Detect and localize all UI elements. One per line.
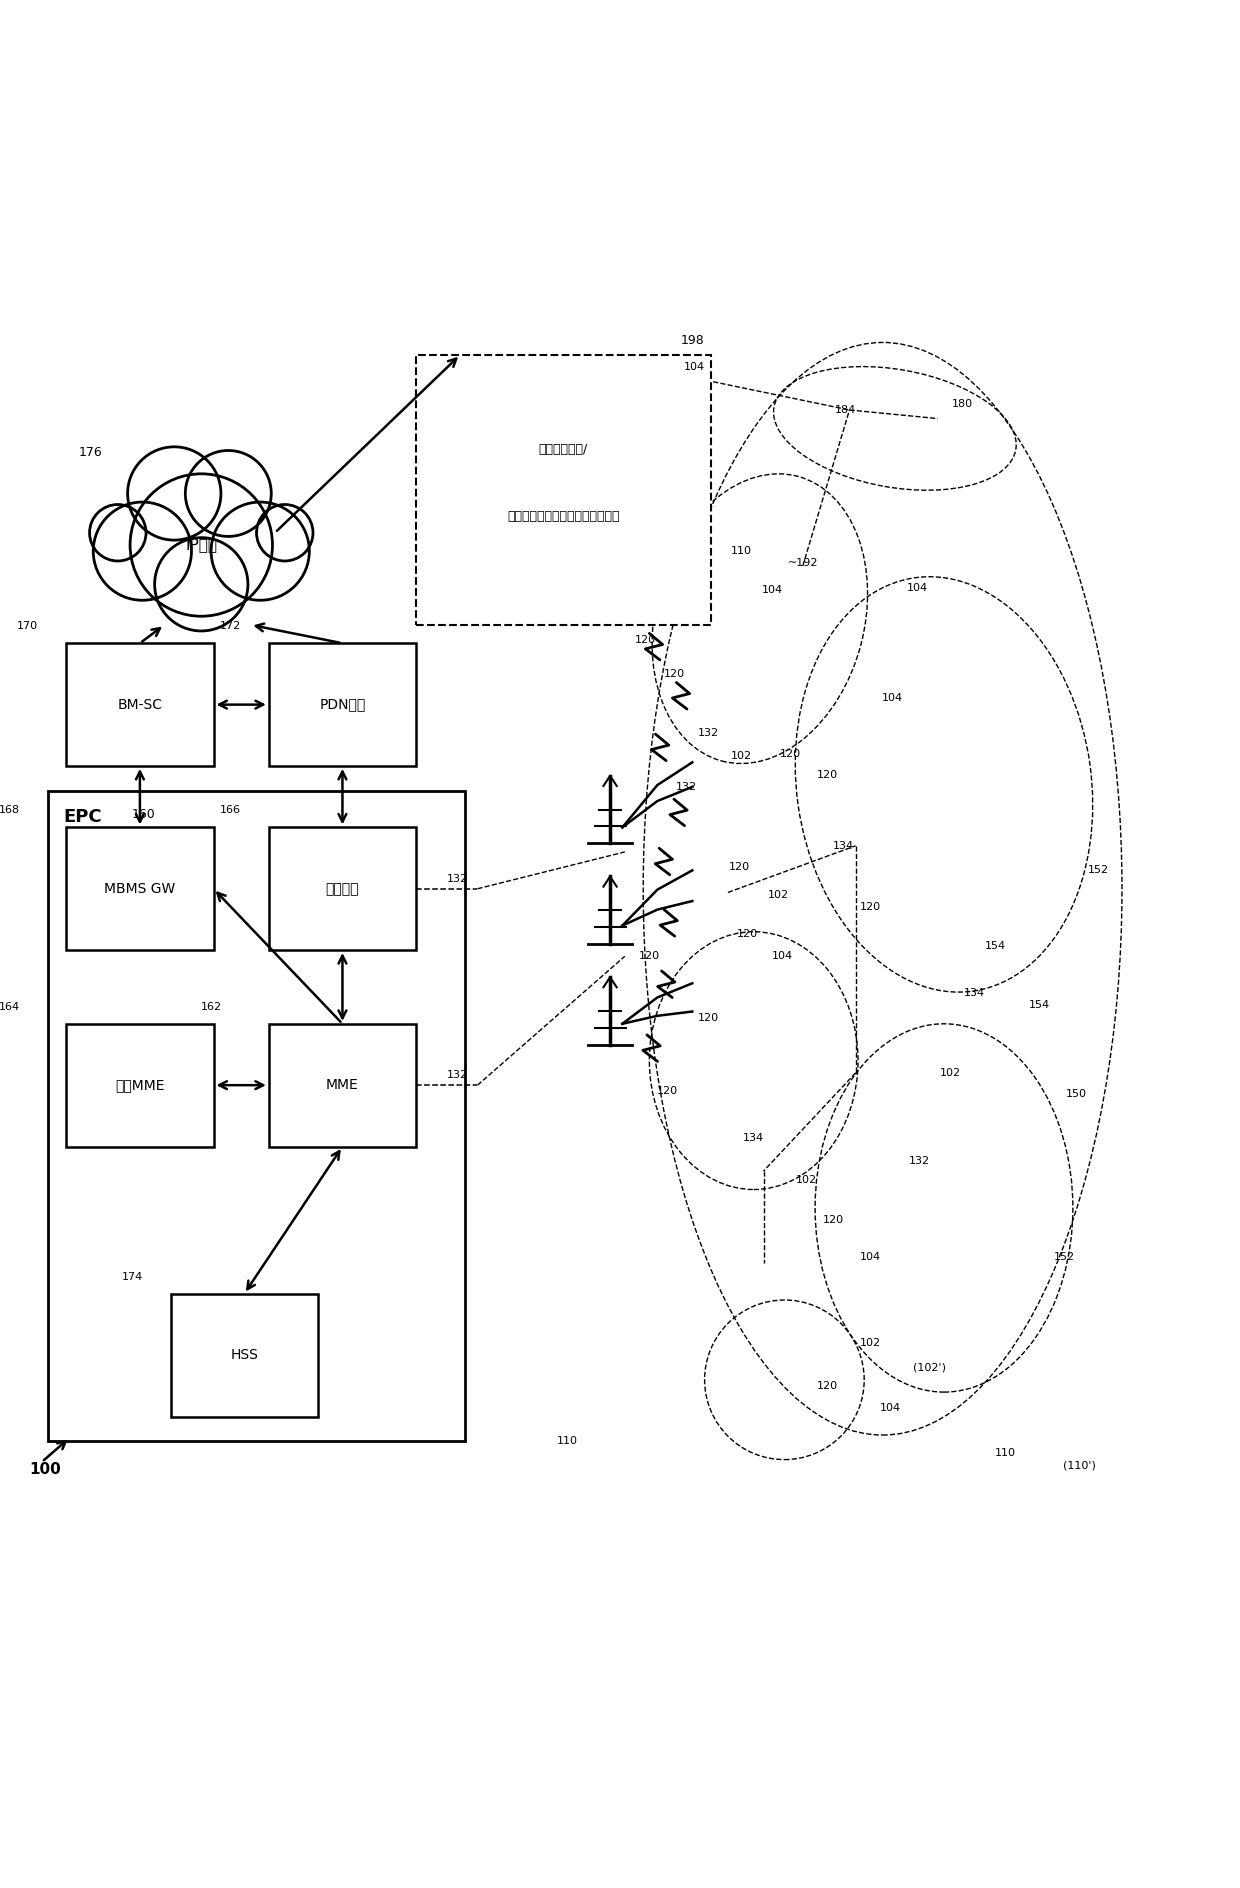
- Circle shape: [155, 538, 248, 631]
- Text: 104: 104: [684, 362, 706, 372]
- Text: 110: 110: [730, 546, 751, 557]
- Text: 174: 174: [122, 1273, 143, 1282]
- FancyBboxPatch shape: [66, 1023, 213, 1146]
- FancyBboxPatch shape: [269, 1023, 417, 1146]
- Text: EPC: EPC: [63, 808, 103, 825]
- Text: 120: 120: [639, 952, 660, 961]
- Text: 134: 134: [965, 987, 986, 999]
- FancyBboxPatch shape: [171, 1293, 317, 1416]
- Text: 120: 120: [823, 1216, 844, 1225]
- Text: 102: 102: [940, 1069, 961, 1078]
- Text: 120: 120: [859, 902, 880, 912]
- Text: 132: 132: [909, 1155, 930, 1167]
- Text: 152: 152: [1089, 865, 1110, 876]
- Text: 120: 120: [817, 1380, 838, 1391]
- Circle shape: [128, 447, 221, 540]
- Text: 166: 166: [219, 804, 241, 816]
- Text: 120: 120: [780, 750, 801, 759]
- Text: 176: 176: [78, 446, 102, 459]
- Text: 154: 154: [1029, 1001, 1050, 1010]
- Text: 104: 104: [771, 952, 792, 961]
- Text: 134: 134: [833, 840, 854, 851]
- Text: 154: 154: [985, 942, 1006, 952]
- Text: 150: 150: [1066, 1089, 1087, 1099]
- Text: 104: 104: [882, 693, 903, 704]
- Text: 110: 110: [994, 1448, 1016, 1458]
- Text: 134: 134: [743, 1133, 764, 1142]
- Text: 164: 164: [0, 1001, 20, 1012]
- Text: BM-SC: BM-SC: [118, 697, 162, 712]
- Text: 服务网关: 服务网关: [326, 882, 360, 895]
- FancyBboxPatch shape: [269, 827, 417, 950]
- Text: 110: 110: [557, 1437, 578, 1446]
- Text: 或极化解码器处的半并行比特反转: 或极化解码器处的半并行比特反转: [507, 510, 620, 523]
- Text: 102: 102: [796, 1174, 817, 1184]
- Text: 104: 104: [859, 1252, 880, 1261]
- Text: 132: 132: [446, 874, 467, 884]
- Circle shape: [185, 451, 272, 536]
- Text: 162: 162: [201, 1001, 222, 1012]
- Text: 160: 160: [131, 808, 155, 821]
- Text: 104: 104: [761, 585, 782, 595]
- FancyBboxPatch shape: [66, 827, 213, 950]
- Text: 其它MME: 其它MME: [115, 1078, 165, 1091]
- Text: 180: 180: [952, 398, 973, 410]
- Circle shape: [211, 502, 309, 600]
- Text: 170: 170: [17, 621, 38, 631]
- FancyBboxPatch shape: [417, 355, 711, 625]
- Text: (110'): (110'): [1063, 1461, 1095, 1471]
- FancyBboxPatch shape: [269, 644, 417, 767]
- Text: 120: 120: [663, 668, 684, 680]
- Text: 120: 120: [698, 1012, 719, 1023]
- Text: 100: 100: [30, 1461, 61, 1476]
- Text: 120: 120: [737, 929, 758, 938]
- Text: (102'): (102'): [913, 1363, 946, 1373]
- Text: 172: 172: [219, 621, 241, 631]
- Text: 184: 184: [836, 406, 857, 415]
- FancyBboxPatch shape: [48, 791, 465, 1441]
- Text: 120: 120: [728, 861, 749, 872]
- Circle shape: [89, 504, 146, 561]
- Text: PDN网关: PDN网关: [320, 697, 366, 712]
- Text: ~192: ~192: [787, 559, 818, 568]
- Text: 198: 198: [681, 334, 704, 347]
- Circle shape: [130, 474, 273, 615]
- Circle shape: [93, 502, 191, 600]
- Circle shape: [257, 504, 312, 561]
- Text: 104: 104: [879, 1403, 900, 1412]
- Text: 132: 132: [698, 729, 719, 738]
- Text: 120: 120: [657, 1086, 678, 1097]
- Text: 104: 104: [906, 583, 928, 593]
- Text: MME: MME: [326, 1078, 358, 1091]
- Text: 152: 152: [1054, 1252, 1075, 1261]
- Text: HSS: HSS: [231, 1348, 258, 1363]
- FancyBboxPatch shape: [66, 644, 213, 767]
- Text: 102: 102: [859, 1339, 880, 1348]
- Text: 168: 168: [0, 804, 20, 816]
- Text: IP服务: IP服务: [185, 538, 217, 553]
- Text: 120: 120: [817, 770, 838, 780]
- Text: 极化编码器和/: 极化编码器和/: [539, 444, 588, 455]
- Text: 132: 132: [446, 1070, 467, 1080]
- Text: 120: 120: [635, 634, 656, 644]
- Text: 102: 102: [768, 889, 789, 901]
- Text: 102: 102: [730, 751, 751, 761]
- Text: 132: 132: [676, 782, 697, 791]
- Text: MBMS GW: MBMS GW: [104, 882, 176, 895]
